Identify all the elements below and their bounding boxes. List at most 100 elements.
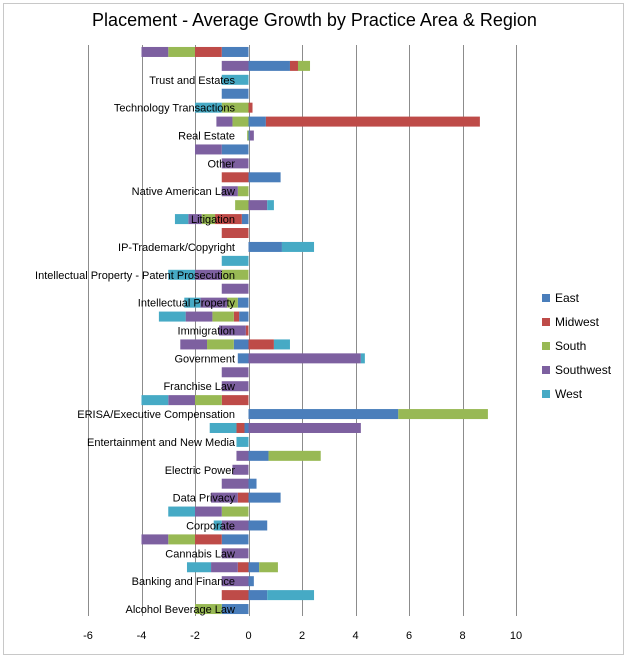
legend-swatch bbox=[542, 294, 550, 302]
bar-southwest-row-9 bbox=[221, 478, 249, 489]
bar-east-row-37 bbox=[221, 88, 249, 99]
bar-east-row-28 bbox=[241, 214, 249, 225]
bar-west-row-26 bbox=[281, 241, 315, 252]
category-label: Corporate bbox=[186, 520, 235, 532]
bar-east-row-2 bbox=[248, 576, 254, 587]
bar-west-row-19 bbox=[273, 339, 290, 350]
bar-southwest-row-30 bbox=[221, 186, 238, 197]
bar-west-row-15 bbox=[141, 395, 169, 406]
bar-south-row-24 bbox=[221, 269, 249, 280]
bar-east-row-8 bbox=[248, 492, 281, 503]
bar-west-row-6 bbox=[213, 520, 222, 531]
bar-west-row-22 bbox=[184, 297, 201, 308]
bar-southwest-row-11 bbox=[236, 450, 249, 461]
legend-label: Midwest bbox=[555, 315, 600, 329]
bar-midwest-row-36 bbox=[248, 102, 253, 113]
category-label: Other bbox=[207, 158, 235, 170]
bar-east-row-9 bbox=[248, 478, 257, 489]
category-label: Alcohol Beverage Law bbox=[126, 604, 236, 616]
bar-west-row-36 bbox=[195, 102, 222, 113]
bar-east-row-18 bbox=[237, 353, 249, 364]
bar-southwest-row-8 bbox=[211, 492, 238, 503]
bar-east-row-31 bbox=[248, 172, 281, 183]
bar-midwest-row-27 bbox=[221, 228, 249, 239]
bar-west-row-7 bbox=[168, 506, 195, 517]
bar-southwest-row-18 bbox=[248, 353, 361, 364]
bar-east-row-21 bbox=[239, 311, 249, 322]
bar-southwest-row-33 bbox=[195, 144, 222, 155]
bar-midwest-row-13 bbox=[236, 422, 245, 433]
x-tick-label: 4 bbox=[352, 630, 358, 642]
category-label: Real Estate bbox=[178, 131, 235, 143]
bar-south-row-39 bbox=[297, 60, 311, 71]
bar-west-row-21 bbox=[158, 311, 186, 322]
bar-southwest-row-3 bbox=[211, 562, 238, 573]
bar-southwest-row-34 bbox=[249, 130, 254, 141]
bar-southwest-row-4 bbox=[221, 548, 249, 559]
x-tick-label: -6 bbox=[83, 630, 93, 642]
bar-south-row-3 bbox=[259, 562, 278, 573]
bar-south-row-0 bbox=[195, 604, 222, 615]
category-label: Native American Law bbox=[132, 186, 235, 198]
category-label: Electric Power bbox=[165, 465, 236, 477]
bar-southwest-row-39 bbox=[221, 60, 249, 71]
legend-label: Southwest bbox=[555, 363, 612, 377]
bar-east-row-0 bbox=[221, 604, 249, 615]
legend-label: East bbox=[555, 291, 580, 305]
category-label: Banking and Finance bbox=[132, 576, 235, 588]
bar-midwest-row-21 bbox=[233, 311, 240, 322]
bar-west-row-18 bbox=[360, 353, 365, 364]
category-label: IP-Trademark/Copyright bbox=[118, 242, 235, 254]
bar-south-row-21 bbox=[212, 311, 234, 322]
bar-midwest-row-31 bbox=[221, 172, 249, 183]
bar-midwest-row-15 bbox=[221, 395, 249, 406]
legend-label: South bbox=[555, 339, 587, 353]
bar-south-row-28 bbox=[201, 214, 216, 225]
bar-south-row-7 bbox=[221, 506, 249, 517]
x-tick-label: 6 bbox=[406, 630, 412, 642]
bar-midwest-row-8 bbox=[237, 492, 249, 503]
bar-southwest-row-22 bbox=[200, 297, 228, 308]
bar-southwest-row-35 bbox=[216, 116, 233, 127]
bar-southwest-row-5 bbox=[141, 534, 169, 545]
bar-midwest-row-40 bbox=[195, 46, 222, 57]
bar-west-row-13 bbox=[209, 422, 237, 433]
x-tick-label: 0 bbox=[245, 630, 251, 642]
bar-south-row-11 bbox=[268, 450, 321, 461]
bar-midwest-row-1 bbox=[221, 590, 249, 601]
bar-midwest-row-20 bbox=[245, 325, 249, 336]
legend-swatch bbox=[542, 366, 550, 374]
chart-title: Placement - Average Growth by Practice A… bbox=[92, 10, 537, 30]
bar-southwest-row-40 bbox=[141, 46, 169, 57]
bar-east-row-26 bbox=[248, 241, 282, 252]
category-label: Cannabis Law bbox=[165, 548, 235, 560]
bar-east-row-39 bbox=[248, 60, 290, 71]
legend-swatch bbox=[542, 342, 550, 350]
category-label: Government bbox=[174, 353, 235, 365]
bar-south-row-14 bbox=[398, 409, 488, 420]
bar-east-row-1 bbox=[248, 590, 268, 601]
bar-southwest-row-28 bbox=[188, 214, 202, 225]
bar-east-row-13 bbox=[244, 422, 249, 433]
bar-east-row-19 bbox=[233, 339, 249, 350]
category-label: Immigration bbox=[178, 326, 235, 338]
x-tick-label: -4 bbox=[137, 630, 147, 642]
bar-west-row-25 bbox=[221, 255, 249, 266]
bar-south-row-34 bbox=[247, 130, 249, 141]
bar-east-row-5 bbox=[221, 534, 249, 545]
bar-west-row-12 bbox=[236, 436, 249, 447]
bar-south-row-40 bbox=[168, 46, 195, 57]
bar-east-row-3 bbox=[248, 562, 260, 573]
category-label: Technology Transactions bbox=[114, 103, 236, 115]
bar-east-row-35 bbox=[248, 116, 266, 127]
bar-midwest-row-39 bbox=[289, 60, 298, 71]
bar-south-row-30 bbox=[237, 186, 249, 197]
category-label: Intellectual Property - Patent Prosecuti… bbox=[35, 270, 235, 282]
bar-midwest-row-28 bbox=[215, 214, 242, 225]
category-label: Intellectual Property bbox=[138, 298, 236, 310]
category-label: Trust and Estates bbox=[149, 75, 235, 87]
legend-swatch bbox=[542, 390, 550, 398]
bar-southwest-row-23 bbox=[221, 283, 249, 294]
bar-west-row-38 bbox=[221, 74, 249, 85]
